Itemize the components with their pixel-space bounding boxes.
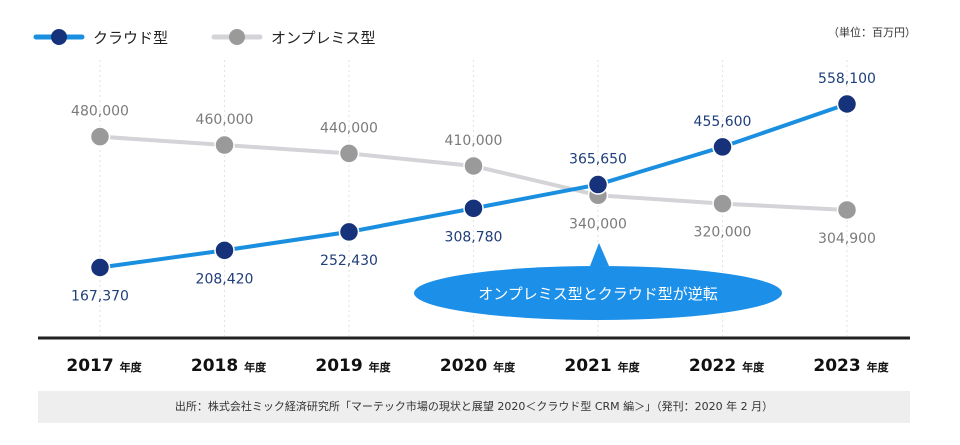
series-cloud: 167,370 208,420 252,430 308,780 365,650 455,6…	[71, 71, 876, 305]
point-onprem-2023	[836, 199, 858, 221]
value-label-cloud-2022: 455,600	[694, 114, 752, 130]
unit-label: （単位：百万円）	[828, 26, 916, 39]
point-cloud-2022	[712, 136, 733, 158]
point-onprem-2018	[214, 134, 235, 156]
value-label-cloud-2017: 167,370	[71, 289, 129, 305]
value-label-cloud-2020: 308,780	[445, 229, 503, 245]
point-cloud-2021	[587, 174, 609, 195]
value-label-cloud-2019: 252,430	[320, 253, 378, 269]
point-onprem-2017	[89, 126, 111, 147]
point-onprem-2019	[338, 143, 360, 164]
value-label-onprem-2018: 460,000	[196, 112, 254, 128]
point-onprem-2022	[712, 193, 733, 214]
x-axis-labels: 2017 年度 2018 年度 2019 年度 2020 年度 2021 年度 2022 …	[66, 356, 889, 376]
x-label-2018: 2018 年度	[191, 356, 267, 376]
callout-text: オンプレミス型とクラウド型が逆転	[478, 285, 718, 303]
value-label-cloud-2021: 365,650	[569, 152, 627, 168]
callout-bubble	[414, 266, 782, 320]
x-label-2023: 2023 年度	[813, 356, 889, 376]
value-label-cloud-2023: 558,100	[818, 71, 876, 87]
x-label-2022: 2022 年度	[689, 356, 765, 376]
value-label-onprem-2023: 304,900	[818, 231, 876, 247]
legend-onprem-marker	[229, 29, 245, 45]
value-label-onprem-2022: 320,000	[694, 225, 752, 241]
x-label-2017: 2017 年度	[66, 356, 142, 376]
value-label-cloud-2018: 208,420	[196, 271, 254, 287]
value-label-onprem-2021: 340,000	[569, 216, 627, 232]
legend-onprem-label: オンプレミス型	[271, 29, 376, 47]
point-cloud-2023	[836, 93, 858, 115]
point-cloud-2019	[338, 221, 360, 243]
crossover-callout: オンプレミス型とクラウド型が逆転	[414, 243, 782, 320]
point-cloud-2018	[214, 240, 235, 261]
x-label-2019: 2019 年度	[315, 356, 391, 376]
value-label-onprem-2019: 440,000	[320, 120, 378, 136]
value-label-onprem-2017: 480,000	[71, 104, 129, 120]
x-label-2021: 2021 年度	[564, 356, 640, 376]
point-cloud-2020	[463, 198, 484, 219]
legend-cloud-label: クラウド型	[93, 29, 168, 47]
legend-cloud-marker	[51, 29, 67, 45]
legend: クラウド型 オンプレミス型	[33, 29, 376, 47]
callout-pointer	[590, 243, 609, 266]
x-label-2020: 2020 年度	[440, 356, 516, 376]
point-cloud-2017	[89, 257, 111, 278]
point-onprem-2020	[463, 155, 484, 177]
source-note: 出所：株式会社ミック経済研究所「マーテック市場の現状と展望 2020＜クラウド型…	[38, 391, 910, 423]
series-onprem: 480,000 460,000 440,000 410,000 340,000 320,0…	[71, 104, 876, 247]
value-label-onprem-2020: 410,000	[445, 133, 503, 149]
